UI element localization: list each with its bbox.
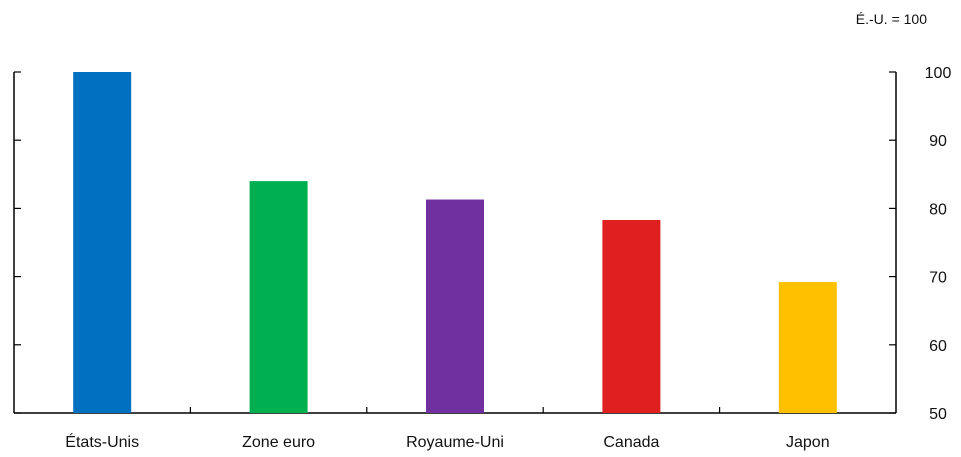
- unit-note: É.-U. = 100: [855, 11, 927, 27]
- y-tick-label-1: 60: [929, 338, 947, 355]
- y-tick-label-2: 70: [929, 270, 947, 287]
- y-tick-label-5: 100: [925, 65, 952, 82]
- y-tick-label-3: 80: [929, 201, 947, 218]
- category-label-3: Canada: [603, 434, 659, 451]
- category-label-0: États-Unis: [65, 432, 139, 451]
- bar-2: [426, 199, 484, 413]
- category-label-2: Royaume-Uni: [406, 434, 504, 451]
- bar-0: [73, 72, 132, 413]
- category-label-4: Japon: [786, 434, 830, 451]
- y-tick-label-0: 50: [929, 406, 947, 423]
- y-tick-label-4: 90: [929, 133, 947, 150]
- bar-1: [249, 181, 308, 413]
- bar-3: [602, 219, 661, 413]
- category-label-1: Zone euro: [242, 434, 315, 451]
- bar-4: [778, 282, 837, 413]
